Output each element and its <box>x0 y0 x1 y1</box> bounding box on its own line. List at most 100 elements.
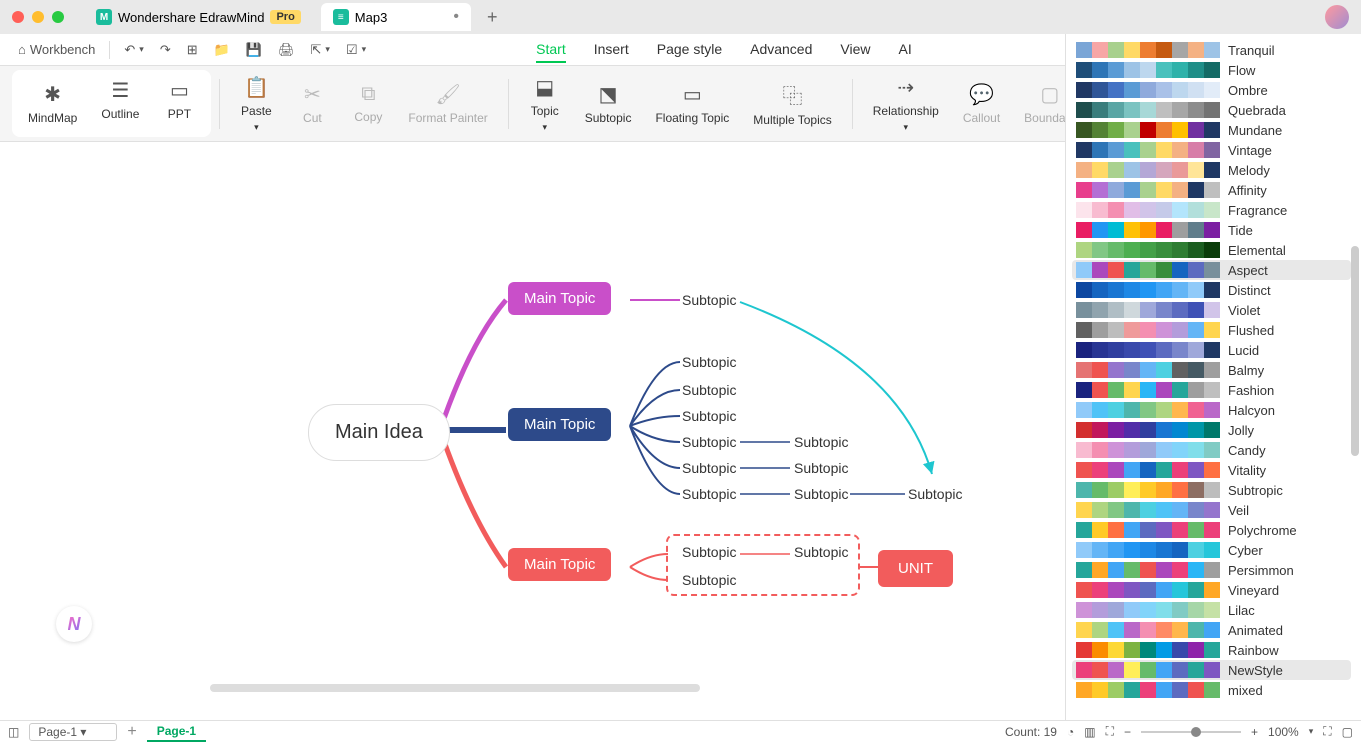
fullscreen-icon[interactable]: ⛶ <box>1323 724 1331 739</box>
palette-row-tranquil[interactable]: Tranquil <box>1072 40 1351 60</box>
open-button[interactable]: 📁 <box>208 39 236 61</box>
ppt-mode-button[interactable]: ▭PPT <box>151 74 207 133</box>
menu-tab-start[interactable]: Start <box>536 37 566 63</box>
main-topic-2[interactable]: Main Topic <box>508 408 611 441</box>
subtopic[interactable]: Subtopic <box>682 460 736 476</box>
palette-row-vineyard[interactable]: Vineyard <box>1072 580 1351 600</box>
subtopic[interactable]: Subtopic <box>682 434 736 450</box>
palette-row-aspect[interactable]: Aspect <box>1072 260 1351 280</box>
cut-button[interactable]: ✂Cut <box>284 78 340 129</box>
subtopic[interactable]: Subtopic <box>682 354 736 370</box>
subtopic-button[interactable]: ⬔Subtopic <box>573 78 644 129</box>
multiple-topics-button[interactable]: ⿻Multiple Topics <box>741 76 843 131</box>
palette-row-elemental[interactable]: Elemental <box>1072 240 1351 260</box>
palette-row-veil[interactable]: Veil <box>1072 500 1351 520</box>
outline-toggle-icon[interactable]: ◫ <box>8 725 19 739</box>
palette-row-balmy[interactable]: Balmy <box>1072 360 1351 380</box>
floating-topic[interactable]: UNIT <box>878 550 953 587</box>
subtopic[interactable]: Subtopic <box>682 292 736 308</box>
maximize-window-button[interactable] <box>52 11 64 23</box>
page-selector[interactable]: Page-1 ▾ <box>29 723 117 741</box>
horizontal-scrollbar[interactable] <box>210 684 700 692</box>
zoom-in-button[interactable]: + <box>1251 725 1258 739</box>
document-tab[interactable]: ≡ Map3 • <box>321 3 471 31</box>
fit-view-icon[interactable]: ⛶ <box>1106 724 1114 739</box>
palette-row-jolly[interactable]: Jolly <box>1072 420 1351 440</box>
pie-view-icon[interactable]: ◔ <box>1067 725 1074 739</box>
menu-tab-advanced[interactable]: Advanced <box>750 37 812 63</box>
palette-row-vintage[interactable]: Vintage <box>1072 140 1351 160</box>
palette-row-mixed[interactable]: mixed <box>1072 680 1351 700</box>
menu-tab-ai[interactable]: AI <box>898 37 911 63</box>
subtopic[interactable]: Subtopic <box>794 544 848 560</box>
ai-assistant-button[interactable]: N <box>56 606 92 642</box>
palette-row-fragrance[interactable]: Fragrance <box>1072 200 1351 220</box>
close-window-button[interactable] <box>12 11 24 23</box>
add-tab-button[interactable]: + <box>479 7 506 28</box>
palette-row-violet[interactable]: Violet <box>1072 300 1351 320</box>
mindmap-mode-button[interactable]: ✱MindMap <box>16 74 89 133</box>
palette-row-mundane[interactable]: Mundane <box>1072 120 1351 140</box>
subtopic[interactable]: Subtopic <box>682 486 736 502</box>
subtopic[interactable]: Subtopic <box>682 572 736 588</box>
add-page-button[interactable]: + <box>127 723 136 741</box>
print-button[interactable]: 🖨 <box>272 39 301 61</box>
palette-row-persimmon[interactable]: Persimmon <box>1072 560 1351 580</box>
palette-row-ombre[interactable]: Ombre <box>1072 80 1351 100</box>
page-tab-1[interactable]: Page-1 <box>147 722 206 742</box>
palette-row-melody[interactable]: Melody <box>1072 160 1351 180</box>
redo-button[interactable]: ↷ <box>154 39 177 61</box>
palette-row-animated[interactable]: Animated <box>1072 620 1351 640</box>
palette-row-flow[interactable]: Flow <box>1072 60 1351 80</box>
topic-button[interactable]: ⬓Topic▾ <box>517 71 573 137</box>
minimize-window-button[interactable] <box>32 11 44 23</box>
paste-button[interactable]: 📋Paste▾ <box>228 71 284 137</box>
palette-scrollbar-thumb[interactable] <box>1351 246 1359 456</box>
palette-row-rainbow[interactable]: Rainbow <box>1072 640 1351 660</box>
app-tab[interactable]: M Wondershare EdrawMind Pro <box>84 3 313 31</box>
main-topic-3[interactable]: Main Topic <box>508 548 611 581</box>
copy-button[interactable]: ⧉Copy <box>340 79 396 128</box>
subtopic[interactable]: Subtopic <box>682 382 736 398</box>
palette-row-fashion[interactable]: Fashion <box>1072 380 1351 400</box>
menu-tab-insert[interactable]: Insert <box>594 37 629 63</box>
callout-button[interactable]: 💬Callout <box>951 78 1012 129</box>
save-button[interactable]: 💾 <box>240 39 268 61</box>
floating-topic-button[interactable]: ▭Floating Topic <box>643 78 741 129</box>
palette-row-lilac[interactable]: Lilac <box>1072 600 1351 620</box>
layout-view-icon[interactable]: ▥ <box>1084 725 1095 739</box>
subtopic[interactable]: Subtopic <box>794 434 848 450</box>
main-idea-node[interactable]: Main Idea <box>308 404 450 461</box>
workbench-button[interactable]: ⌂ Workbench <box>12 39 101 60</box>
subtopic[interactable]: Subtopic <box>908 486 962 502</box>
main-topic-1[interactable]: Main Topic <box>508 282 611 315</box>
palette-row-candy[interactable]: Candy <box>1072 440 1351 460</box>
subtopic[interactable]: Subtopic <box>794 486 848 502</box>
palette-row-affinity[interactable]: Affinity <box>1072 180 1351 200</box>
palette-row-polychrome[interactable]: Polychrome <box>1072 520 1351 540</box>
palette-row-vitality[interactable]: Vitality <box>1072 460 1351 480</box>
zoom-out-button[interactable]: − <box>1124 725 1131 739</box>
undo-button[interactable]: ↶▾ <box>118 39 149 61</box>
subtopic[interactable]: Subtopic <box>794 460 848 476</box>
share-button[interactable]: ☑▾ <box>340 39 372 61</box>
subtopic[interactable]: Subtopic <box>682 408 736 424</box>
palette-row-distinct[interactable]: Distinct <box>1072 280 1351 300</box>
palette-row-subtropic[interactable]: Subtropic <box>1072 480 1351 500</box>
palette-row-quebrada[interactable]: Quebrada <box>1072 100 1351 120</box>
relationship-button[interactable]: ⇢Relationship▾ <box>861 71 951 137</box>
palette-row-tide[interactable]: Tide <box>1072 220 1351 240</box>
presentation-icon[interactable]: ▢ <box>1342 725 1353 739</box>
menu-tab-page-style[interactable]: Page style <box>657 37 722 63</box>
palette-row-halcyon[interactable]: Halcyon <box>1072 400 1351 420</box>
new-button[interactable]: ⊞ <box>181 39 204 61</box>
menu-tab-view[interactable]: View <box>840 37 870 63</box>
zoom-slider[interactable] <box>1141 731 1241 733</box>
palette-row-cyber[interactable]: Cyber <box>1072 540 1351 560</box>
format-painter-button[interactable]: 🖌Format Painter <box>396 78 499 129</box>
palette-row-flushed[interactable]: Flushed <box>1072 320 1351 340</box>
outline-mode-button[interactable]: ☰Outline <box>89 74 151 133</box>
zoom-dropdown[interactable]: ▾ <box>1309 726 1314 737</box>
palette-row-lucid[interactable]: Lucid <box>1072 340 1351 360</box>
user-avatar[interactable] <box>1325 5 1349 29</box>
